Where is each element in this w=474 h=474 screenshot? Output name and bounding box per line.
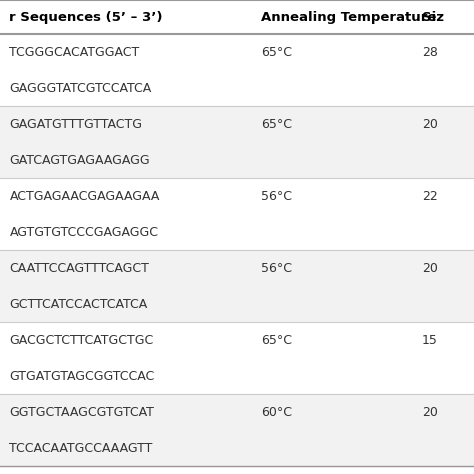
Text: TCCACAATGCCAAAGTT: TCCACAATGCCAAAGTT [9,442,153,455]
Bar [0,250,474,286]
Text: r Sequences (5’ – 3’): r Sequences (5’ – 3’) [9,10,163,24]
Text: 65°C: 65°C [261,46,292,59]
Text: CAATTCCAGTTTCAGCT: CAATTCCAGTTTCAGCT [9,262,149,275]
Text: GAGATGTTTGTTACTG: GAGATGTTTGTTACTG [9,118,143,131]
Bar [0,106,474,142]
Bar [0,214,474,250]
Text: GTGATGTAGCGGTCCAC: GTGATGTAGCGGTCCAC [9,370,155,383]
Bar [0,178,474,214]
Bar [0,394,474,430]
Text: GGTGCTAAGCGTGTCAT: GGTGCTAAGCGTGTCAT [9,406,155,419]
Text: Siz: Siz [422,10,444,24]
Text: GATCAGTGAGAAGAGG: GATCAGTGAGAAGAGG [9,154,150,167]
Bar [0,34,474,70]
Text: AGTGTGTCCCGAGAGGC: AGTGTGTCCCGAGAGGC [9,226,158,239]
Text: GAGGGTATCGTCCATCA: GAGGGTATCGTCCATCA [9,82,152,95]
Text: 20: 20 [422,262,438,275]
Text: 15: 15 [422,334,438,347]
Text: 20: 20 [422,406,438,419]
Text: Annealing Temperature: Annealing Temperature [261,10,436,24]
Bar [0,358,474,394]
Text: ACTGAGAACGAGAAGAA: ACTGAGAACGAGAAGAA [9,190,160,203]
Text: 28: 28 [422,46,438,59]
Text: 65°C: 65°C [261,118,292,131]
Bar [0,0,474,34]
Text: 56°C: 56°C [261,262,292,275]
Bar [0,142,474,178]
Bar [0,430,474,466]
Text: TCGGGCACATGGACT: TCGGGCACATGGACT [9,46,140,59]
Text: 56°C: 56°C [261,190,292,203]
Bar [0,322,474,358]
Text: GCTTCATCCACTCATCA: GCTTCATCCACTCATCA [9,298,148,311]
Text: 65°C: 65°C [261,334,292,347]
Bar [0,286,474,322]
Text: 22: 22 [422,190,438,203]
Text: GACGCTCTTCATGCTGC: GACGCTCTTCATGCTGC [9,334,154,347]
Text: 20: 20 [422,118,438,131]
Text: 60°C: 60°C [261,406,292,419]
Bar [0,70,474,106]
